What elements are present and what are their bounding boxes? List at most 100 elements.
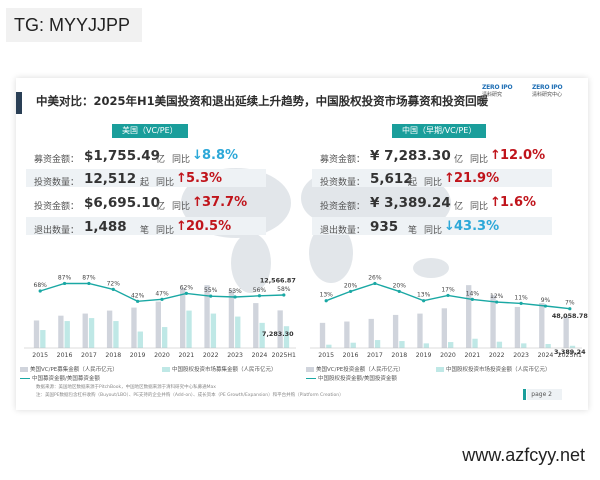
fundraising-bar-s1-2016 [64, 321, 70, 348]
investment-x-tick-2020: 2020 [440, 352, 456, 359]
fundraising-bar-s0-2020 [155, 301, 161, 348]
fundraising-bar-s1-2021 [186, 310, 192, 348]
fundraising-ratio-label-2019: 42% [131, 292, 145, 299]
watermark-bottom: www.azfcyy.net [440, 440, 585, 470]
source-note: 数据来源：美国地区数据来源于PitchBook，中国地区数据来源于清科研究中心私… [36, 385, 216, 390]
fundraising-x-tick-2018: 2018 [105, 352, 121, 359]
us-change-value: 5.3% [186, 171, 223, 186]
fundraising-value-label-1: 7,283.30 [262, 330, 294, 338]
investment-ratio-label-2015: 13% [320, 292, 334, 299]
investment-bar-s1-2019 [423, 343, 429, 348]
fundraising-x-tick-2021: 2021 [178, 352, 194, 359]
fundraising-ratio-label-2024: 56% [253, 287, 267, 294]
cn-change-value: 12.0% [500, 148, 546, 163]
investment-bar-s1-2016 [350, 342, 356, 348]
slide-title: 中美对比：2025年H1美国投资和退出延续上升趋势，中国股权投资市场募资和投资回… [36, 94, 489, 108]
cn-change-value: 1.6% [500, 195, 537, 210]
us-metric-unit: 亿 [156, 155, 166, 165]
fundraising-ratio-point-2018 [111, 287, 115, 292]
investment-bar-s1-2025H1 [569, 345, 576, 348]
investment-x-tick-2019: 2019 [416, 352, 432, 359]
investment-ratio-point-2019 [422, 299, 426, 303]
cn-change-arrow: ↑ [490, 195, 501, 210]
fundraising-bar-s1-2019 [137, 331, 143, 348]
cn-change-value: 21.9% [454, 171, 500, 186]
investment-x-tick-2021: 2021 [464, 352, 480, 359]
investment-bar-s0-2023 [514, 306, 521, 348]
investment-bar-s1-2017 [374, 340, 381, 348]
investment-x-tick-2018: 2018 [391, 352, 407, 359]
cn-yoy-label: 同比 [470, 155, 489, 165]
fundraising-bar-s0-2018 [106, 310, 113, 348]
cn-yoy-label: 同比 [424, 178, 443, 188]
cn-metric-label: 退出数量： [320, 226, 366, 236]
legend-line-cn-ratio [306, 377, 316, 380]
investment-x-tick-2017: 2017 [367, 352, 383, 359]
legend-cn-a-text: 美国VC/PE投资金额（人民币亿元） [316, 367, 404, 373]
investment-bar-s0-2019 [417, 313, 423, 348]
cn-metric-unit: 起 [408, 178, 418, 188]
investment-ratio-label-2022: 12% [490, 293, 504, 300]
fundraising-ratio-point-2022 [209, 294, 213, 298]
investment-ratio-label-2020: 17% [441, 286, 455, 293]
page-number: page 2 [523, 389, 562, 400]
fundraising-ratio-label-2020: 47% [155, 290, 169, 297]
legend-cn-b: 中国股权投资金额/美国投资金额 [306, 374, 397, 382]
us-metric-label: 投资数量： [34, 178, 80, 188]
fundraising-x-tick-2016: 2016 [57, 352, 73, 359]
us-metric-value: 1,488 [84, 219, 127, 235]
investment-ratio-point-2020 [446, 293, 450, 298]
investment-bar-s1-2015 [326, 344, 332, 348]
cn-metric-value: 935 [370, 219, 399, 235]
cn-change-arrow: ↓ [444, 219, 455, 234]
cn-metric-label: 投资金额： [320, 202, 366, 212]
us-change-value: 37.7% [202, 195, 248, 210]
investment-ratio-point-2024 [543, 304, 548, 308]
fundraising-x-tick-2022: 2022 [203, 352, 219, 359]
fundraising-x-tick-2020: 2020 [154, 352, 170, 359]
us-yoy-label: 同比 [172, 202, 191, 212]
investment-bar-s0-2024 [539, 303, 545, 348]
slide: 中美对比：2025年H1美国投资和退出延续上升趋势，中国股权投资市场募资和投资回… [16, 78, 588, 410]
investment-ratio-label-2018: 20% [393, 282, 407, 289]
investment-ratio-point-2018 [397, 289, 401, 294]
fundraising-ratio-label-2016: 87% [58, 274, 72, 281]
legend-mid-a-text: 中国股权投资市场募集金额（人民币亿元） [172, 367, 277, 373]
us-row-band [26, 169, 266, 187]
fundraising-ratio-label-2018: 72% [107, 280, 121, 287]
fundraising-bar-s1-2024 [259, 322, 265, 348]
logo-left-line2: 清科研究 [482, 92, 503, 98]
fundraising-bar-s0-2025H1 [277, 310, 283, 348]
fundraising-bar-s0-2021 [180, 288, 186, 348]
cn-metric-unit: 亿 [454, 202, 464, 212]
us-yoy-label: 同比 [156, 226, 175, 236]
us-row-band [26, 217, 266, 235]
fundraising-ratio-point-2020 [160, 297, 164, 301]
us-metric-unit: 亿 [156, 202, 166, 212]
investment-ratio-label-2024: 9% [541, 297, 551, 304]
investment-ratio-label-2019: 13% [417, 292, 431, 299]
fundraising-value-label-0: 12,566.87 [260, 276, 296, 284]
investment-bar-s1-2024 [545, 344, 551, 348]
fundraising-ratio-label-2017: 87% [82, 274, 96, 281]
cn-metric-unit: 笔 [408, 226, 418, 236]
investment-x-tick-2015: 2015 [318, 352, 334, 359]
investment-ratio-label-2017: 26% [368, 274, 382, 281]
investment-bar-s0-2018 [392, 314, 399, 348]
fundraising-ratio-point-2024 [257, 294, 262, 298]
us-change-arrow: ↑ [192, 195, 203, 210]
fundraising-ratio-point-2016 [62, 281, 67, 286]
investment-bar-s1-2021 [472, 338, 478, 348]
fundraising-bar-s0-2015 [33, 320, 40, 348]
fundraising-ratio-label-2015: 68% [34, 282, 48, 289]
legend-cn-b-text: 中国股权投资金额/美国投资金额 [318, 376, 397, 382]
fundraising-bar-s1-2020 [162, 327, 168, 348]
fundraising-ratio-point-2023 [233, 295, 237, 299]
fundraising-bar-s0-2023 [228, 289, 235, 348]
us-change-arrow: ↑ [176, 171, 187, 186]
fundraising-x-tick-2025H1: 2025H1 [272, 352, 296, 359]
investment-ratio-point-2015 [324, 299, 328, 303]
us-header-pill: 美国（VC/PE） [112, 124, 188, 138]
investment-bar-s0-2025H1 [563, 316, 569, 348]
cn-metric-label: 募资金额： [320, 155, 366, 165]
